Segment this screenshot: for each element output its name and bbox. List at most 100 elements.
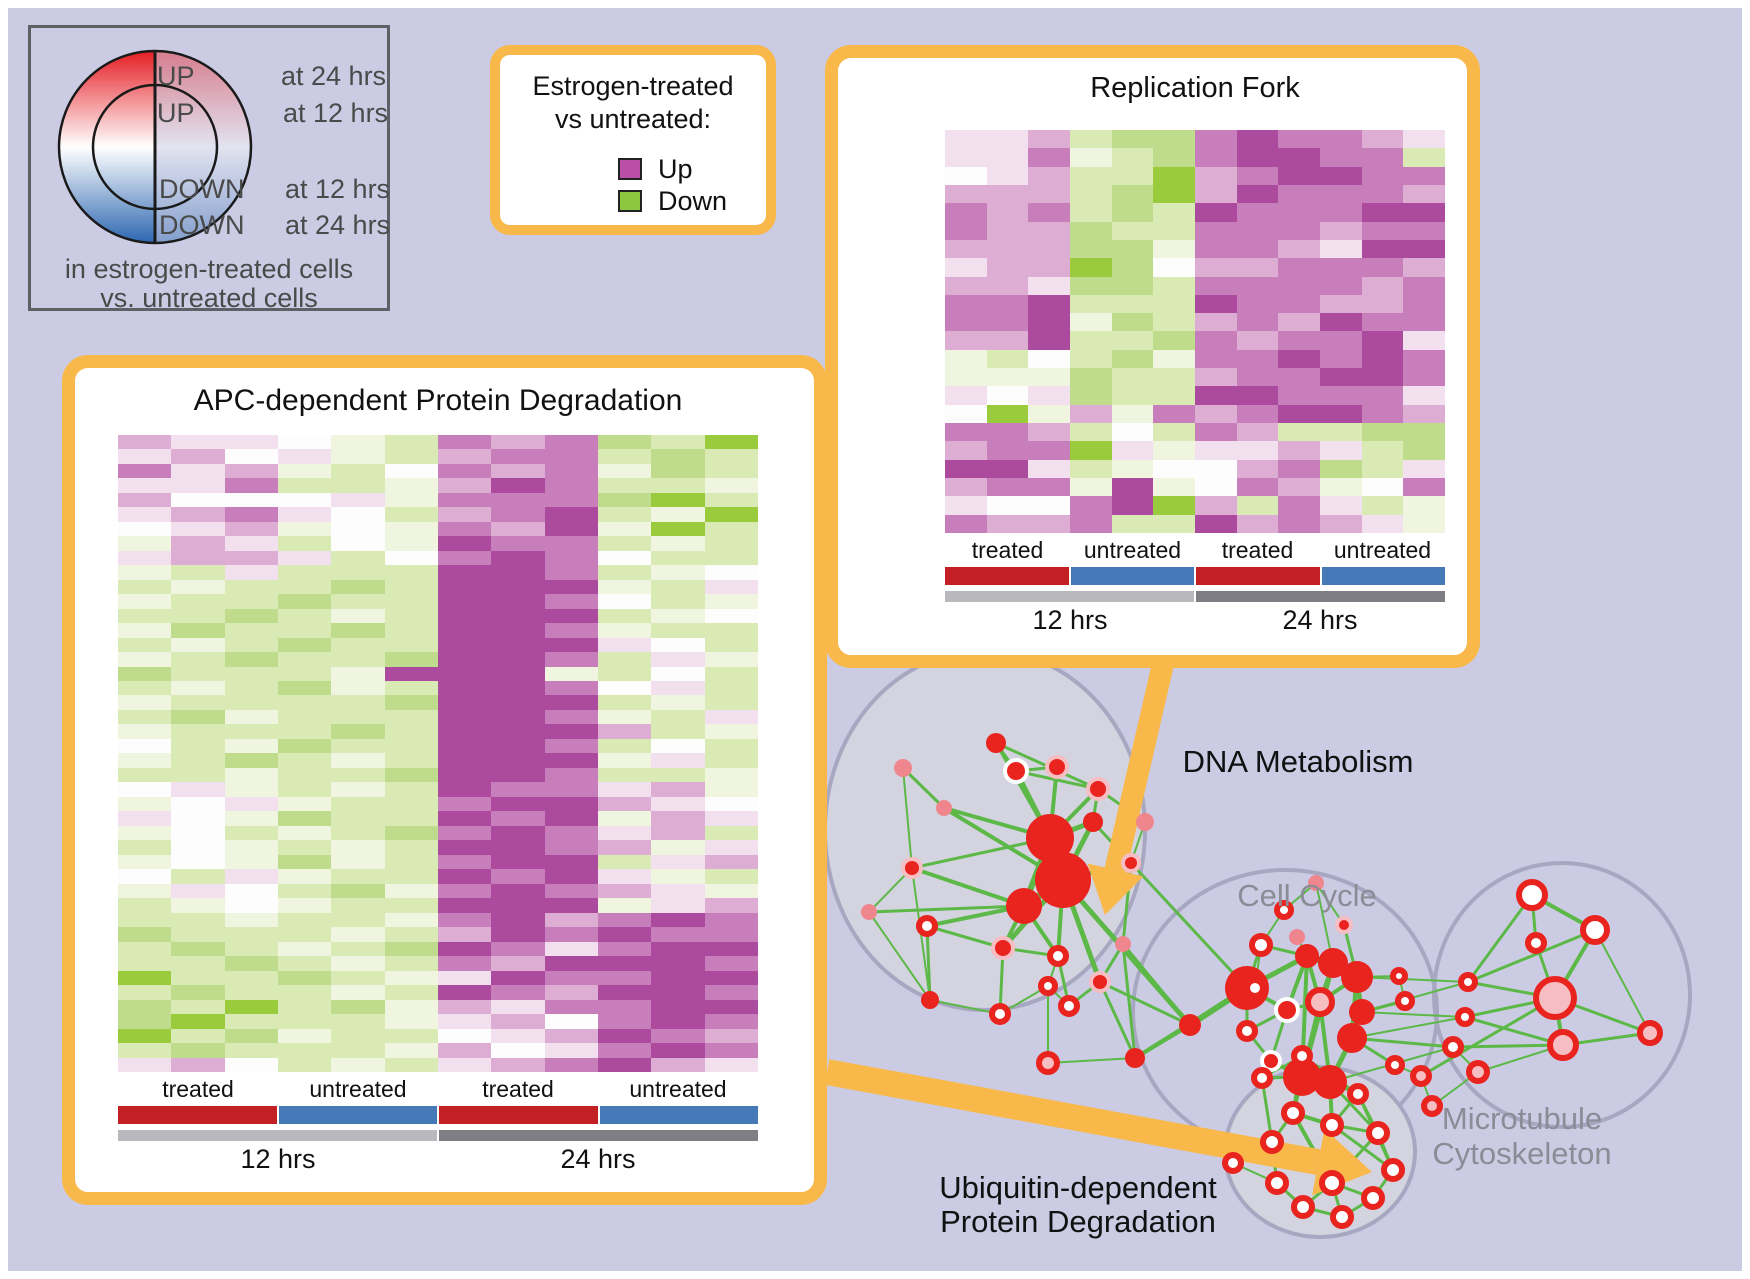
heatmap-cell <box>171 869 225 884</box>
heatmap-cell <box>1361 258 1404 277</box>
heatmap-cell <box>331 536 385 551</box>
network-node <box>1086 777 1110 801</box>
cluster-label: DNA Metabolism <box>1183 744 1414 779</box>
heatmap-cell <box>597 680 652 696</box>
heatmap-cell <box>945 130 987 149</box>
heatmap-cell <box>1320 258 1362 277</box>
heatmap-cell <box>1070 368 1112 387</box>
heatmap-cell <box>1361 459 1404 479</box>
heatmap-cell <box>544 753 598 768</box>
heatmap-cell <box>384 652 438 667</box>
network-node <box>1330 1205 1354 1229</box>
network-node <box>1089 971 1111 993</box>
heatmap-cell <box>1361 130 1404 149</box>
heatmap-cell <box>437 811 492 826</box>
heatmap-cell <box>437 579 492 595</box>
heatmap-cell <box>331 970 385 986</box>
heatmap-cell <box>1403 496 1445 515</box>
heatmap-cell <box>1028 294 1070 314</box>
network-node <box>1265 1171 1289 1195</box>
heatmap-cell <box>384 536 438 551</box>
heatmap-cell <box>1070 276 1112 295</box>
heatmap-cell <box>384 521 438 537</box>
heatmap-cell <box>331 854 385 870</box>
heatmap-cell <box>224 912 278 928</box>
heatmap-cell <box>704 1043 758 1058</box>
heatmap-cell <box>1278 203 1320 222</box>
legend-up-12-dir: UP <box>157 98 195 128</box>
heatmap-cell <box>1361 203 1404 222</box>
heatmap-cell <box>1236 130 1279 149</box>
heatmap-cell <box>437 999 492 1015</box>
heatmap-cell <box>986 386 1029 405</box>
heatmap-cell <box>945 349 987 369</box>
heatmap-cell <box>491 883 545 899</box>
heatmap-cell <box>544 782 598 797</box>
network-node <box>1421 1095 1443 1117</box>
legend-caption-line2: vs. untreated cells <box>100 283 318 313</box>
heatmap-cell <box>1236 276 1279 295</box>
network-edge <box>1351 1016 1466 1039</box>
heatmap-cell <box>491 709 545 725</box>
heatmap-cell <box>1278 368 1320 387</box>
network-node <box>1580 915 1610 945</box>
heatmap-grid <box>945 130 1445 533</box>
heatmap-cell <box>118 695 172 710</box>
heatmap-cell <box>1028 514 1070 533</box>
heatmap-cell <box>224 898 278 913</box>
network-node <box>1442 1036 1464 1058</box>
heatmap-cell <box>704 709 758 725</box>
heatmap-cell <box>986 349 1029 369</box>
heatmap-cell <box>277 927 332 942</box>
heatmap-cell <box>1278 423 1320 442</box>
heatmap-cell <box>384 767 438 783</box>
updown-legend-box: Estrogen-treated vs untreated: Up Down <box>490 45 776 235</box>
heatmap-cell <box>171 536 225 551</box>
heatmap-cell <box>1028 423 1070 442</box>
heatmap-cell <box>1361 184 1404 204</box>
heatmap-cell <box>1111 331 1154 350</box>
heatmap-cell <box>384 695 438 710</box>
heatmap-cell <box>1236 514 1279 533</box>
heatmap-cell <box>277 956 332 971</box>
heatmap-cell <box>491 463 545 479</box>
heatmap-cell <box>1195 459 1237 479</box>
heatmap-cell <box>1278 459 1320 479</box>
network-node <box>1308 875 1324 891</box>
heatmap-cell <box>1320 423 1362 442</box>
heatmap-cell <box>118 724 172 739</box>
heatmap-cell <box>1236 148 1279 167</box>
heatmap-cell <box>277 1014 332 1029</box>
heatmap-cell <box>224 811 278 826</box>
heatmap-cell <box>1403 313 1445 332</box>
network-edge <box>1047 1057 1136 1064</box>
heatmap-cell <box>384 666 438 681</box>
heatmap-cell <box>277 985 332 1000</box>
heatmap-cell <box>651 652 705 667</box>
heatmap-cell <box>945 478 987 497</box>
heatmap-cell <box>1403 331 1445 350</box>
heatmap-cell <box>1361 368 1404 387</box>
heatmap-cell <box>544 478 598 493</box>
heatmap-cell <box>945 184 987 204</box>
heatmap-cell <box>491 840 545 855</box>
heatmap-cell <box>1028 441 1070 460</box>
heatmap-cell <box>491 825 545 841</box>
network-node <box>1283 1058 1321 1096</box>
network-edge <box>1098 980 1192 1027</box>
heatmap-cell <box>277 695 332 710</box>
heatmap-cell <box>1361 514 1404 533</box>
heatmap-cell <box>331 594 385 609</box>
flow-arrow-shaft <box>1104 661 1174 873</box>
network-edge <box>867 904 1026 914</box>
heatmap-cell <box>118 738 172 754</box>
heatmap-cell <box>1028 368 1070 387</box>
apc-degradation-title: APC-dependent Protein Degradation <box>193 384 683 417</box>
heatmap-cell <box>224 565 278 580</box>
heatmap-cell <box>118 941 172 957</box>
heatmap-cell <box>704 956 758 971</box>
network-node <box>1390 967 1408 985</box>
heatmap-cell <box>1403 130 1445 149</box>
heatmap-cell <box>704 985 758 1000</box>
heatmap-cell <box>437 449 492 464</box>
